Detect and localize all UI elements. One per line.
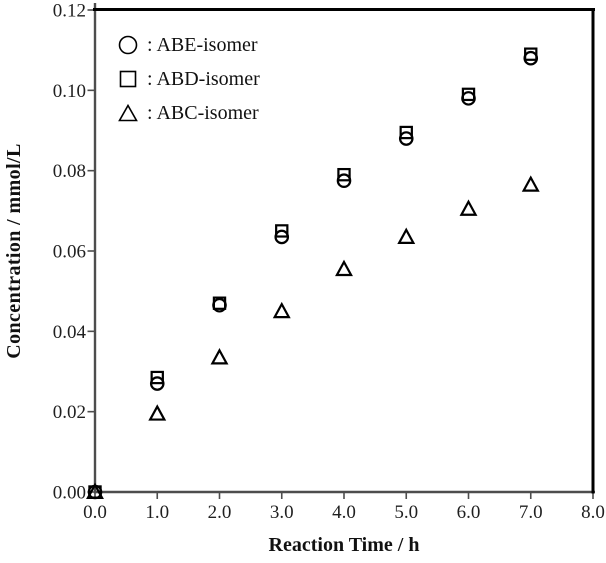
y-tick-label: 0.10 <box>53 81 86 102</box>
data-point-abc-isomer-4h <box>335 259 353 277</box>
x-tick-label: 1.0 <box>145 502 169 523</box>
data-point-abc-isomer-0h <box>86 482 104 499</box>
data-point-abe-isomer-6h <box>461 91 476 106</box>
x-tick-label: 6.0 <box>457 502 481 523</box>
data-point-abe-isomer-4h <box>336 173 352 189</box>
x-axis-title: Reaction Time / h <box>268 534 420 556</box>
data-point-abc-isomer-5h <box>397 227 416 244</box>
data-point-abc-isomer-1h <box>148 404 167 421</box>
legend: : ABE-isomer : ABD-isomer : ABC-isomer <box>116 28 260 130</box>
x-tick-label: 7.0 <box>519 502 543 523</box>
data-point-abc-isomer-6h <box>459 199 478 216</box>
triangle-marker-icon <box>118 103 138 122</box>
y-tick-label: 0.06 <box>53 242 86 263</box>
data-point-abd-isomer-1h <box>150 370 164 385</box>
x-tick-label: 0.0 <box>83 502 107 523</box>
data-point-abd-isomer-3h <box>275 224 289 238</box>
y-tick-label: 0.00 <box>53 483 86 504</box>
y-tick-label: 0.04 <box>53 322 87 343</box>
circle-marker-icon <box>118 35 138 55</box>
legend-item-abe-isomer: : ABE-isomer <box>116 28 260 62</box>
square-marker-icon <box>119 70 137 88</box>
data-point-abc-isomer-2h <box>210 348 229 365</box>
x-tick-label: 5.0 <box>394 502 418 523</box>
data-point-abd-isomer-5h <box>399 125 413 140</box>
data-point-abe-isomer-5h <box>398 131 414 146</box>
legend-label: : ABC-isomer <box>147 101 259 124</box>
data-point-abe-isomer-3h <box>274 229 290 245</box>
legend-item-abc-isomer: : ABC-isomer <box>116 96 260 130</box>
data-point-abc-isomer-3h <box>272 301 291 319</box>
legend-label: : ABD-isomer <box>147 67 260 90</box>
x-tick-label: 2.0 <box>208 502 232 523</box>
y-tick-label: 0.08 <box>53 161 86 182</box>
x-tick-label: 8.0 <box>581 502 605 523</box>
legend-label: : ABE-isomer <box>147 33 258 56</box>
y-tick-label: 0.12 <box>53 1 86 22</box>
data-point-abc-isomer-7h <box>521 175 540 192</box>
legend-item-abd-isomer: : ABD-isomer <box>116 62 260 96</box>
data-point-abe-isomer-2h <box>212 297 227 313</box>
data-point-abe-isomer-1h <box>149 376 165 391</box>
data-point-abe-isomer-7h <box>523 50 539 66</box>
y-axis-title: Concentration / mmol/L <box>3 143 25 359</box>
x-tick-label: 4.0 <box>332 502 356 523</box>
y-tick-label: 0.02 <box>53 402 86 423</box>
x-tick-label: 3.0 <box>270 502 294 523</box>
data-point-abd-isomer-4h <box>337 167 351 182</box>
